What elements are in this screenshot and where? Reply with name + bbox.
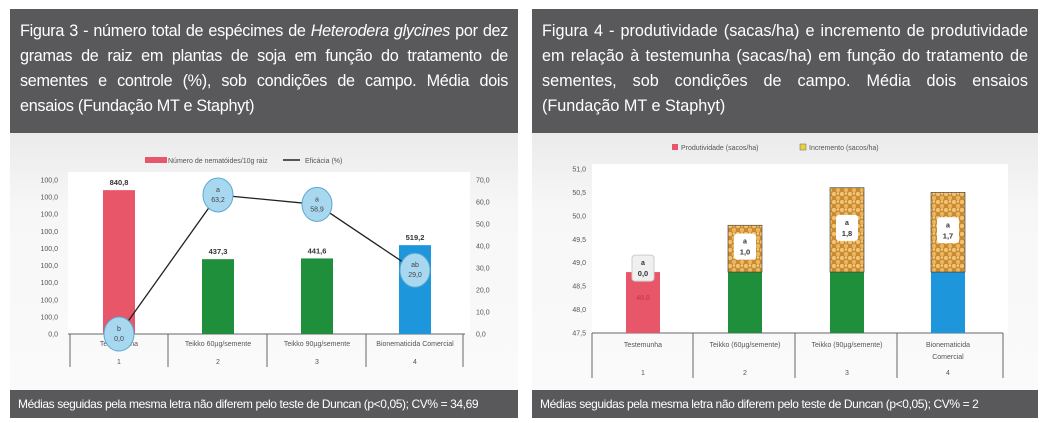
y-tick-label: 48,5 [572,284,586,291]
efficacy-value-label: 58,9 [310,206,324,213]
y-tick-label: 100,0 [40,178,58,185]
significance-letter: a [743,239,747,246]
increment-value-label: 1,7 [943,231,953,240]
caption-species: Heterodera glycines [310,22,451,40]
category-label: Testemunha [624,342,662,349]
category-label: Teikko (90µg/semente) [812,342,883,349]
increment-label-box [631,254,655,282]
y-tick-label: 100,0 [40,263,58,270]
y-tick-label: 50,0 [572,213,586,220]
y-tick-label: 100,0 [40,195,58,202]
significance-letter: ab [411,262,419,269]
category-number: 4 [413,359,417,366]
efficacy-line [118,194,416,335]
y-tick-label: 47,5 [572,331,586,338]
category-label: Bionematicida Comercial [376,341,454,348]
y-tick-label: 49,0 [572,260,586,267]
bar-nematodes [301,258,333,334]
efficacy-point [399,252,431,288]
significance-letter: a [216,187,220,194]
category-number: 1 [641,370,645,377]
efficacy-point [103,316,135,352]
bar-value-label: 48,8 [636,295,650,302]
y-tick-label: 51,0 [572,167,586,174]
bar-nematodes [103,190,135,334]
legend-label: Produtividade (sacos/ha) [681,145,758,152]
category-label: Bionematicida [926,342,970,349]
category-label: Comercial [932,354,964,361]
significance-letter: a [845,220,849,227]
increment-value-label: 0,0 [638,269,648,278]
bar-produtividade [830,272,864,333]
y2-tick-label: 50,0 [476,222,490,229]
increment-value-label: 1,0 [740,248,750,257]
caption-text: por dez gramas de raiz em plantas de soj… [20,22,509,115]
category-label: Teikko 60µg/semente [185,341,251,348]
bar-value-label: 441,6 [308,246,327,255]
y-tick-label: 48,0 [572,307,586,314]
efficacy-point [301,186,333,222]
bar-value-label: 437,3 [209,247,228,256]
y2-tick-label: 60,0 [476,200,490,207]
bar-nematodes [202,259,234,334]
y2-tick-label: 0,0 [476,332,486,339]
category-label: Teikko 90µg/semente [284,341,350,348]
y-tick-label: 50,5 [572,190,586,197]
category-number: 3 [315,359,319,366]
increment-value-label: 1,8 [842,229,852,238]
legend-swatch-incremento [799,143,807,151]
category-number: 2 [743,370,747,377]
y-tick-label: 49,5 [572,237,586,244]
bar-produtividade [626,272,660,333]
legend-swatch-bars [145,157,167,163]
category-number: 4 [946,370,950,377]
legend-swatch-produtividade [672,144,678,150]
significance-letter: a [641,260,645,267]
bar-produtividade [728,272,762,333]
y-tick-label: 100,0 [40,212,58,219]
legend-label: Número de nematóides/10g raiz [168,158,268,165]
y-tick-label: 0,0 [48,332,58,339]
category-number: 1 [117,359,121,366]
y2-tick-label: 40,0 [476,244,490,251]
figure-4-footnote: Médias seguidas pela mesma letra não dif… [532,390,1038,418]
category-label: Teikko (60µg/semente) [710,342,781,349]
significance-letter: a [315,196,319,203]
figure-3-footnote: Médias seguidas pela mesma letra não dif… [10,390,518,418]
y2-tick-label: 10,0 [476,310,490,317]
y-tick-label: 100,0 [40,297,58,304]
efficacy-value-label: 29,0 [408,272,422,279]
y2-tick-label: 20,0 [476,288,490,295]
y-tick-label: 100,0 [40,229,58,236]
bar-value-label: 519,2 [406,233,425,242]
y-tick-label: 100,0 [40,280,58,287]
increment-label-box [937,217,959,244]
legend-label: Incremento (sacos/ha) [809,145,879,152]
significance-letter: b [117,326,121,333]
significance-letter: a [946,222,950,229]
figure-3-caption: Figura 3 - número total de espécimes de … [10,9,518,133]
increment-label-box [734,233,756,260]
legend-label: Eficácia (%) [305,158,342,165]
bar-value-label: 840,8 [110,178,129,187]
category-number: 3 [845,370,849,377]
y-tick-label: 100,0 [40,314,58,321]
efficacy-value-label: 0,0 [114,336,124,343]
y2-tick-label: 70,0 [476,178,490,185]
figure-4-caption: Figura 4 - produtividade (sacas/ha) e in… [532,9,1038,133]
efficacy-point [202,177,234,213]
efficacy-value-label: 63,2 [211,197,225,204]
increment-label-box [836,214,858,241]
bar-produtividade [931,272,965,333]
caption-text: Figura 3 - número total de espécimes de [20,22,311,40]
y-tick-label: 100,0 [40,246,58,253]
y2-tick-label: 30,0 [476,266,490,273]
caption-text: Figura 4 - produtividade (sacas/ha) e in… [542,22,1028,115]
category-number: 2 [216,359,220,366]
